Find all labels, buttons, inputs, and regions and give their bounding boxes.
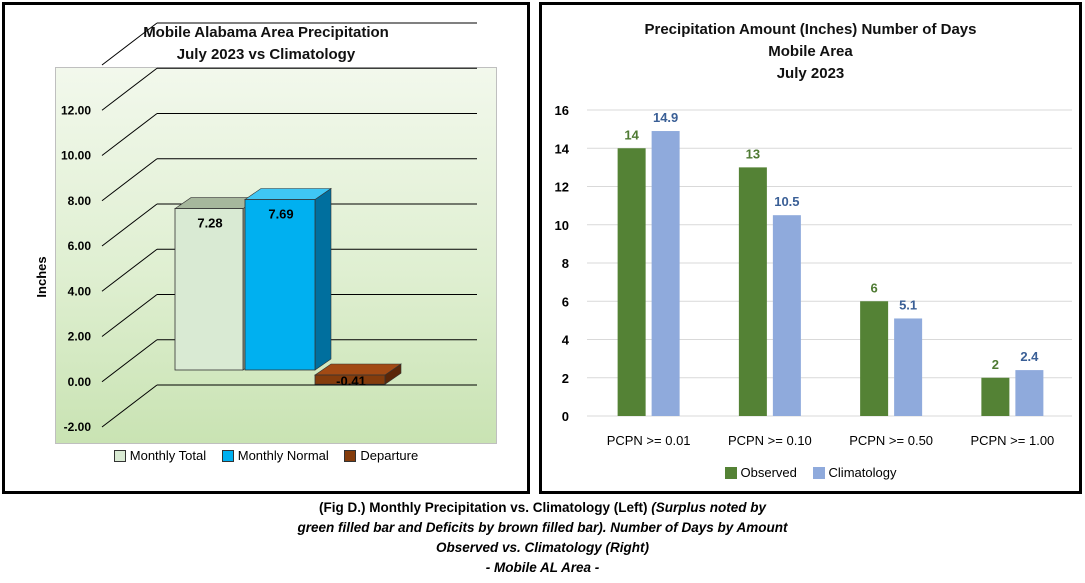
- legend-swatch-climatology: [812, 466, 825, 479]
- legend-item-monthly-normal: Monthly Normal: [221, 448, 329, 463]
- data-label: 5.1: [899, 297, 917, 312]
- right-chart-title-line-2: Mobile Area: [768, 43, 853, 60]
- legend-label-departure: Departure: [360, 448, 419, 463]
- left-chart-panel: Mobile Alabama Area Precipitation July 2…: [2, 2, 530, 494]
- y-tick-label: 14: [555, 141, 570, 156]
- caption-line-3: Observed vs. Climatology (Right): [0, 538, 1085, 558]
- y-tick-label: 8.00: [68, 194, 92, 208]
- y-tick-label: 6.00: [68, 239, 92, 253]
- bar-observed-1: [617, 148, 646, 416]
- bar-climatology-4: [1015, 370, 1044, 416]
- data-label: 2: [992, 357, 999, 372]
- legend-label-observed: Observed: [740, 465, 797, 480]
- data-label: -0.41: [336, 374, 366, 389]
- x-tick-label: PCPN >= 1.00: [970, 433, 1054, 448]
- legend-item-observed: Observed: [724, 465, 797, 480]
- right-chart-panel: Precipitation Amount (Inches) Number of …: [539, 2, 1082, 494]
- gridline-diagonal: [101, 294, 158, 337]
- legend-item-monthly-total: Monthly Total: [113, 448, 207, 463]
- bar-departure: [314, 374, 386, 385]
- right-chart-title-line-1: Precipitation Amount (Inches) Number of …: [644, 21, 977, 38]
- left-chart-svg: -2.00 0.00 2.00 4.00 6.00 8.00 10.00 12.00 Inche…: [34, 22, 477, 434]
- legend-label-monthly-normal: Monthly Normal: [237, 448, 329, 463]
- legend-swatch-monthly-normal: [221, 449, 234, 462]
- y-tick-label: 4.00: [68, 284, 92, 298]
- x-tick-label: PCPN >= 0.50: [849, 433, 933, 448]
- legend-swatch-departure: [344, 449, 357, 462]
- right-chart-title-line-3: July 2023: [776, 65, 845, 82]
- y-tick-label: 16: [555, 103, 569, 118]
- legend-item-departure: Departure: [344, 448, 418, 463]
- y-tick-label: 8: [562, 256, 569, 271]
- y-tick-label: 2: [562, 371, 569, 386]
- y-tick-label: 6: [562, 294, 569, 309]
- left-chart-title-line-1: Mobile Alabama Area Precipitation: [143, 24, 389, 41]
- right-chart-title: Precipitation Amount (Inches) Number of …: [542, 19, 1079, 85]
- x-tick-label: PCPN >= 0.01: [607, 433, 691, 448]
- x-tick-label: PCPN >= 0.10: [728, 433, 812, 448]
- data-label: 10.5: [774, 194, 799, 209]
- caption-line-4: - Mobile AL Area -: [0, 558, 1085, 578]
- gridline-diagonal: [101, 203, 158, 247]
- data-label: 7.69: [268, 206, 293, 221]
- gridline-diagonal: [101, 384, 158, 428]
- bar-3d-side: [314, 187, 332, 371]
- data-label: 6: [871, 280, 878, 295]
- caption-line-1-bold: (Fig D.) Monthly Precipitation vs. Clima…: [318, 500, 652, 515]
- y-tick-label: 0.00: [68, 375, 92, 389]
- right-chart-legend: Observed Climatology: [542, 465, 1079, 482]
- gridline-diagonal: [101, 248, 158, 292]
- y-tick-label: 2.00: [68, 330, 92, 344]
- bar-climatology-2: [772, 215, 801, 416]
- caption-line-1-italic: (Surplus noted by: [651, 500, 766, 515]
- y-tick-label: 12.00: [61, 103, 91, 117]
- bar-monthly-normal: [244, 199, 316, 371]
- bar-observed-3: [860, 301, 889, 416]
- legend-label-climatology: Climatology: [828, 465, 897, 480]
- right-chart-svg: 0 2 4 6 8 10 12 14 16 14 14.9 PCPN >= 0.01 13 10.5 PCP…: [555, 103, 1072, 448]
- gridline-diagonal: [101, 113, 158, 156]
- data-label: 2.4: [1020, 349, 1039, 364]
- y-tick-label: 10: [555, 218, 569, 233]
- gridline-diagonal: [101, 22, 158, 66]
- figure-caption: (Fig D.) Monthly Precipitation vs. Clima…: [0, 498, 1085, 578]
- data-label: 14.9: [653, 110, 678, 125]
- y-tick-label: 0: [562, 409, 569, 424]
- caption-line-1: (Fig D.) Monthly Precipitation vs. Clima…: [0, 498, 1085, 518]
- bar-climatology-3: [894, 318, 923, 416]
- y-axis-label: Inches: [34, 256, 49, 297]
- caption-line-2: green filled bar and Deficits by brown f…: [0, 518, 1085, 538]
- data-label: 13: [746, 146, 760, 161]
- data-label: 14: [624, 127, 639, 142]
- bar-observed-4: [981, 377, 1010, 416]
- gridline-diagonal: [101, 67, 158, 111]
- bar-climatology-1: [651, 131, 680, 416]
- gridline-diagonal: [101, 339, 158, 383]
- y-tick-label: 10.00: [61, 149, 91, 163]
- bar-observed-2: [738, 167, 767, 416]
- left-chart-title: Mobile Alabama Area Precipitation July 2…: [5, 22, 527, 66]
- data-label: 7.28: [197, 216, 222, 231]
- caption-line-2-text: green filled bar and Deficits by brown f…: [297, 520, 788, 535]
- legend-swatch-observed: [724, 466, 737, 479]
- y-tick-label: 12: [555, 180, 569, 195]
- bar-monthly-total: [174, 208, 244, 371]
- legend-label-monthly-total: Monthly Total: [129, 448, 207, 463]
- legend-item-climatology: Climatology: [812, 465, 897, 480]
- left-chart-legend: Monthly Total Monthly Normal Departure: [5, 448, 527, 465]
- left-chart-title-line-2: July 2023 vs Climatology: [176, 46, 356, 63]
- y-tick-label: -2.00: [64, 420, 92, 434]
- gridline-diagonal: [101, 158, 158, 202]
- caption-line-4-text: - Mobile AL Area -: [485, 560, 600, 575]
- caption-line-3-text: Observed vs. Climatology (Right): [435, 540, 650, 555]
- y-tick-label: 4: [562, 333, 570, 348]
- legend-swatch-monthly-total: [113, 449, 126, 462]
